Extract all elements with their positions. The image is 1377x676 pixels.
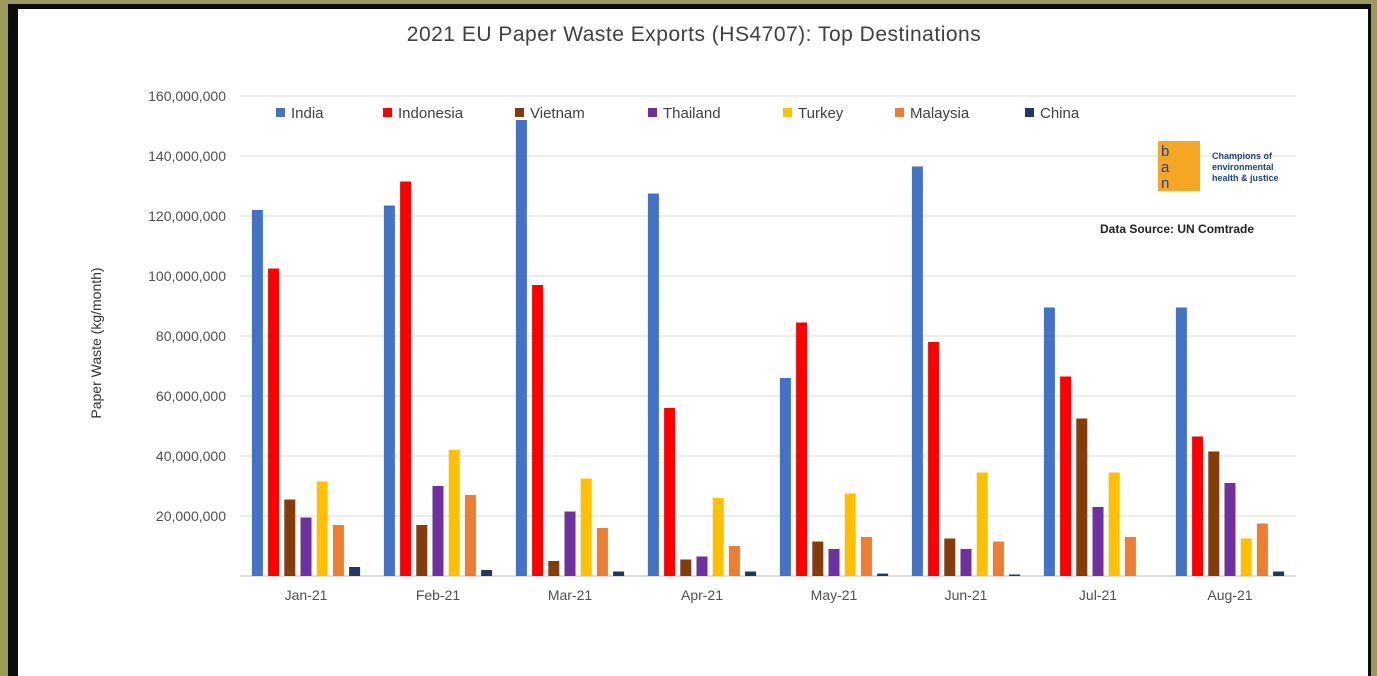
logo-letter-b: b <box>1161 143 1169 160</box>
bar-india-jan-21 <box>251 210 263 576</box>
x-tick-label: Feb-21 <box>416 587 461 603</box>
legend-swatch-vietnam <box>515 108 524 117</box>
x-tick-label: May-21 <box>811 587 858 603</box>
bar-india-aug-21 <box>1175 307 1187 576</box>
x-tick-label: Jul-21 <box>1079 587 1117 603</box>
x-tick-label: Jun-21 <box>945 587 988 603</box>
bar-vietnam-may-21 <box>812 541 824 576</box>
bar-vietnam-jul-21 <box>1076 418 1088 576</box>
bar-indonesia-mar-21 <box>532 285 544 576</box>
x-tick-label: Aug-21 <box>1207 587 1252 603</box>
bar-thailand-jun-21 <box>960 549 972 576</box>
bar-malaysia-aug-21 <box>1256 523 1268 576</box>
logo-tagline-2: environmental <box>1212 162 1274 172</box>
legend-swatch-india <box>276 108 285 117</box>
bar-china-aug-21 <box>1273 571 1285 576</box>
bar-malaysia-apr-21 <box>728 546 740 576</box>
legend-swatch-china <box>1025 108 1034 117</box>
logo-letter-a: a <box>1161 159 1170 176</box>
y-tick-label: 20,000,000 <box>156 508 226 524</box>
x-tick-label: Jan-21 <box>285 587 328 603</box>
bar-thailand-mar-21 <box>564 511 576 576</box>
bar-malaysia-jun-21 <box>992 541 1004 576</box>
x-tick-label: Apr-21 <box>681 587 723 603</box>
bar-vietnam-mar-21 <box>548 561 560 576</box>
chart-panel: 2021 EU Paper Waste Exports (HS4707): To… <box>18 9 1368 676</box>
y-tick-label: 140,000,000 <box>148 148 226 164</box>
bar-thailand-jul-21 <box>1092 507 1104 576</box>
bar-indonesia-jan-21 <box>268 268 280 576</box>
legend-label-indonesia: Indonesia <box>398 105 464 122</box>
bar-indonesia-jul-21 <box>1060 376 1072 576</box>
bar-china-jun-21 <box>1009 574 1021 576</box>
bar-turkey-mar-21 <box>580 478 592 576</box>
bar-china-feb-21 <box>481 570 493 576</box>
bar-thailand-feb-21 <box>432 486 444 576</box>
legend-label-china: China <box>1040 105 1080 122</box>
bar-vietnam-apr-21 <box>680 559 692 576</box>
logo-tagline-1: Champions of <box>1212 151 1273 161</box>
bar-turkey-may-21 <box>844 493 856 576</box>
bar-chart: 2021 EU Paper Waste Exports (HS4707): To… <box>88 23 1296 603</box>
bar-turkey-jul-21 <box>1108 472 1120 576</box>
y-axis-label: Paper Waste (kg/month) <box>88 267 104 418</box>
legend-label-thailand: Thailand <box>663 105 721 122</box>
bar-turkey-jan-21 <box>316 481 328 576</box>
bar-vietnam-aug-21 <box>1208 451 1220 576</box>
bar-indonesia-feb-21 <box>400 181 412 576</box>
bar-india-apr-21 <box>647 193 659 576</box>
bar-turkey-aug-21 <box>1240 538 1252 576</box>
bar-china-may-21 <box>877 573 889 576</box>
y-tick-label: 160,000,000 <box>148 88 226 104</box>
y-tick-label: 120,000,000 <box>148 208 226 224</box>
bar-indonesia-aug-21 <box>1192 436 1204 576</box>
legend-swatch-thailand <box>648 108 657 117</box>
bar-malaysia-feb-21 <box>464 495 476 576</box>
x-tick-label: Mar-21 <box>548 587 593 603</box>
bar-turkey-jun-21 <box>976 472 988 576</box>
bar-vietnam-jun-21 <box>944 538 956 576</box>
y-tick-label: 40,000,000 <box>156 448 226 464</box>
ban-logo: b a n Champions of environmental health … <box>1158 141 1279 192</box>
bar-india-may-21 <box>779 378 791 576</box>
bar-turkey-feb-21 <box>448 450 460 576</box>
bar-malaysia-mar-21 <box>596 528 608 576</box>
bar-thailand-jan-21 <box>300 517 312 576</box>
bar-malaysia-may-21 <box>860 537 872 576</box>
logo-box <box>1158 141 1200 191</box>
data-source-note: Data Source: UN Comtrade <box>1100 222 1254 236</box>
bar-malaysia-jul-21 <box>1124 537 1136 576</box>
legend-label-vietnam: Vietnam <box>530 105 585 122</box>
bar-china-mar-21 <box>613 571 625 576</box>
bar-vietnam-feb-21 <box>416 525 428 576</box>
y-tick-label: 80,000,000 <box>156 328 226 344</box>
legend-label-turkey: Turkey <box>798 105 844 122</box>
bar-india-jun-21 <box>911 166 923 576</box>
y-tick-label: 100,000,000 <box>148 268 226 284</box>
legend-swatch-turkey <box>783 108 792 117</box>
logo-letter-n: n <box>1161 175 1169 192</box>
chart-title: 2021 EU Paper Waste Exports (HS4707): To… <box>407 23 981 46</box>
bar-indonesia-jun-21 <box>928 342 940 576</box>
bar-india-mar-21 <box>515 120 527 576</box>
bar-malaysia-jan-21 <box>332 525 344 576</box>
bar-india-feb-21 <box>383 205 395 576</box>
bar-thailand-may-21 <box>828 549 840 576</box>
bar-indonesia-apr-21 <box>664 408 676 576</box>
legend-label-malaysia: Malaysia <box>910 105 970 122</box>
logo-tagline-3: health & justice <box>1212 173 1279 183</box>
legend-swatch-indonesia <box>383 108 392 117</box>
legend-swatch-malaysia <box>895 108 904 117</box>
bar-vietnam-jan-21 <box>284 499 296 576</box>
bar-turkey-apr-21 <box>712 498 724 576</box>
bar-indonesia-may-21 <box>796 322 808 576</box>
y-tick-label: 60,000,000 <box>156 388 226 404</box>
bar-china-jan-21 <box>349 567 361 576</box>
bar-china-apr-21 <box>745 571 757 576</box>
bar-india-jul-21 <box>1043 307 1055 576</box>
legend-label-india: India <box>291 105 324 122</box>
bar-thailand-aug-21 <box>1224 483 1236 576</box>
bar-thailand-apr-21 <box>696 556 708 576</box>
